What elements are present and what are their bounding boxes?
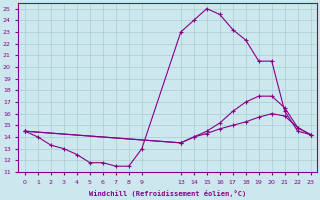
X-axis label: Windchill (Refroidissement éolien,°C): Windchill (Refroidissement éolien,°C) xyxy=(89,190,246,197)
